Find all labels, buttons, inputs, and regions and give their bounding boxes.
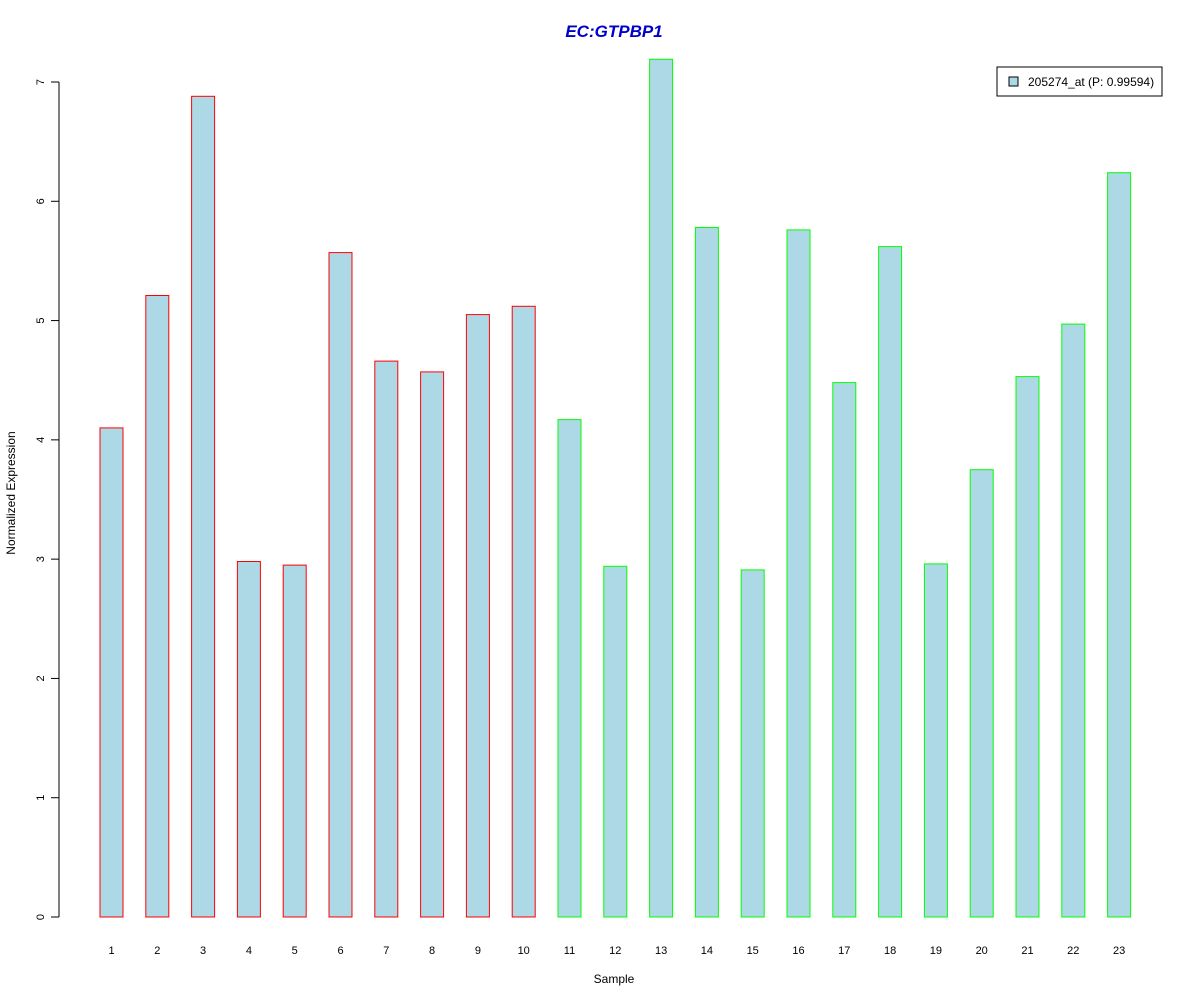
x-tick-label: 14 xyxy=(701,945,713,957)
legend-entry: 205274_at (P: 0.99594) xyxy=(1028,75,1154,89)
y-tick-label: 7 xyxy=(35,79,47,85)
bar-sample-21 xyxy=(1015,376,1040,918)
x-tick-label: 9 xyxy=(475,945,481,957)
bar-sample-10 xyxy=(511,305,536,918)
x-tick-label: 21 xyxy=(1021,945,1033,957)
x-tick-label: 4 xyxy=(246,945,252,957)
bar-sample-17 xyxy=(832,382,857,918)
bar-sample-15 xyxy=(740,569,765,918)
y-tick-label: 4 xyxy=(35,437,47,443)
bar-sample-16 xyxy=(786,229,811,918)
bars xyxy=(99,58,1132,918)
x-tick-label: 20 xyxy=(976,945,988,957)
x-tick-labels: 1 2 3 4 5 6 7 8 9 10 11 12 13 14 15 16 17 18 19 20 21 22 23 xyxy=(108,945,1125,957)
x-tick-label: 1 xyxy=(108,945,114,957)
y-tick-label: 6 xyxy=(35,198,47,204)
y-tick-label: 1 xyxy=(35,795,47,801)
x-tick-label: 7 xyxy=(383,945,389,957)
bar-sample-1 xyxy=(99,427,124,918)
bar-sample-7 xyxy=(374,360,399,918)
x-tick-label: 19 xyxy=(930,945,942,957)
y-tick-label: 2 xyxy=(35,675,47,681)
legend-box xyxy=(996,66,1163,97)
x-axis-label: Sample xyxy=(594,972,635,986)
x-tick-label: 5 xyxy=(292,945,298,957)
x-tick-label: 18 xyxy=(884,945,896,957)
legend-swatch xyxy=(1008,76,1019,87)
chart-title: EC:GTPBP1 xyxy=(565,22,662,41)
bar-sample-23 xyxy=(1107,172,1132,918)
legend: 205274_at (P: 0.99594) xyxy=(996,66,1163,97)
bar-sample-13 xyxy=(649,58,674,918)
y-axis: 0 1 2 3 4 5 6 7 xyxy=(35,79,60,920)
bar-sample-6 xyxy=(328,252,353,918)
bar-sample-11 xyxy=(557,419,582,918)
y-axis-label: Normalized Expression xyxy=(4,431,18,554)
x-tick-label: 17 xyxy=(838,945,850,957)
x-tick-label: 11 xyxy=(564,945,575,957)
bar-sample-22 xyxy=(1061,323,1086,918)
x-tick-label: 16 xyxy=(792,945,804,957)
bar-sample-12 xyxy=(603,565,628,918)
x-tick-label: 6 xyxy=(337,945,343,957)
x-tick-label: 8 xyxy=(429,945,435,957)
x-tick-label: 15 xyxy=(747,945,759,957)
bar-sample-9 xyxy=(465,314,490,918)
bar-sample-14 xyxy=(694,227,719,918)
x-tick-label: 2 xyxy=(154,945,160,957)
x-tick-label: 13 xyxy=(655,945,667,957)
x-tick-label: 3 xyxy=(200,945,206,957)
y-tick-label: 0 xyxy=(35,914,47,920)
y-tick-label: 3 xyxy=(35,556,47,562)
bar-sample-3 xyxy=(191,95,216,918)
bar-sample-5 xyxy=(282,564,307,918)
bar-sample-4 xyxy=(236,561,261,918)
x-tick-label: 12 xyxy=(609,945,621,957)
y-tick-label: 5 xyxy=(35,318,47,324)
x-tick-label: 23 xyxy=(1113,945,1125,957)
bar-sample-20 xyxy=(969,469,994,918)
x-tick-label: 22 xyxy=(1067,945,1079,957)
bar-sample-2 xyxy=(145,295,170,918)
bar-sample-19 xyxy=(923,563,948,918)
x-tick-label: 10 xyxy=(518,945,530,957)
bar-sample-18 xyxy=(878,246,903,918)
bar-sample-8 xyxy=(420,371,445,918)
